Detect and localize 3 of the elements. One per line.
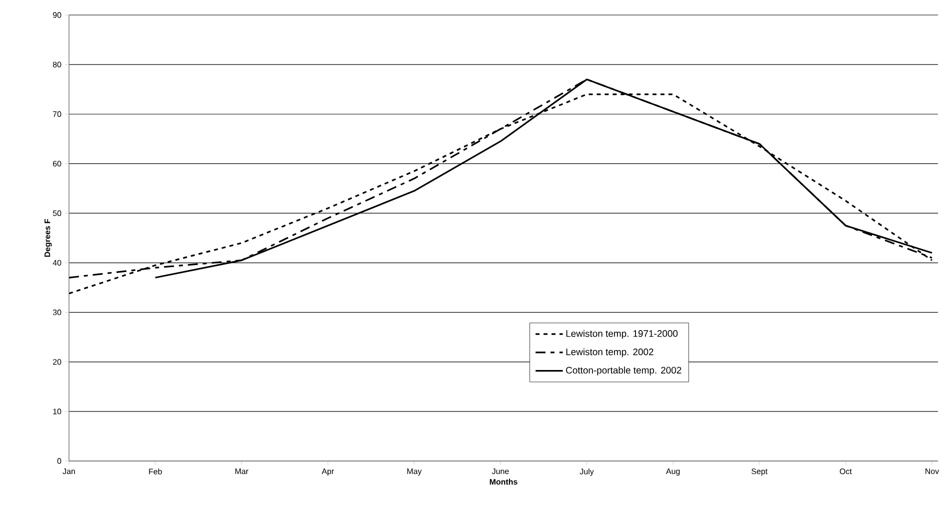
legend-label: Cotton-portable temp. 2002 [566, 366, 682, 376]
legend-label: Lewiston temp. 2002 [566, 348, 654, 358]
legend-label: Lewiston temp. 1971-2000 [566, 330, 678, 339]
